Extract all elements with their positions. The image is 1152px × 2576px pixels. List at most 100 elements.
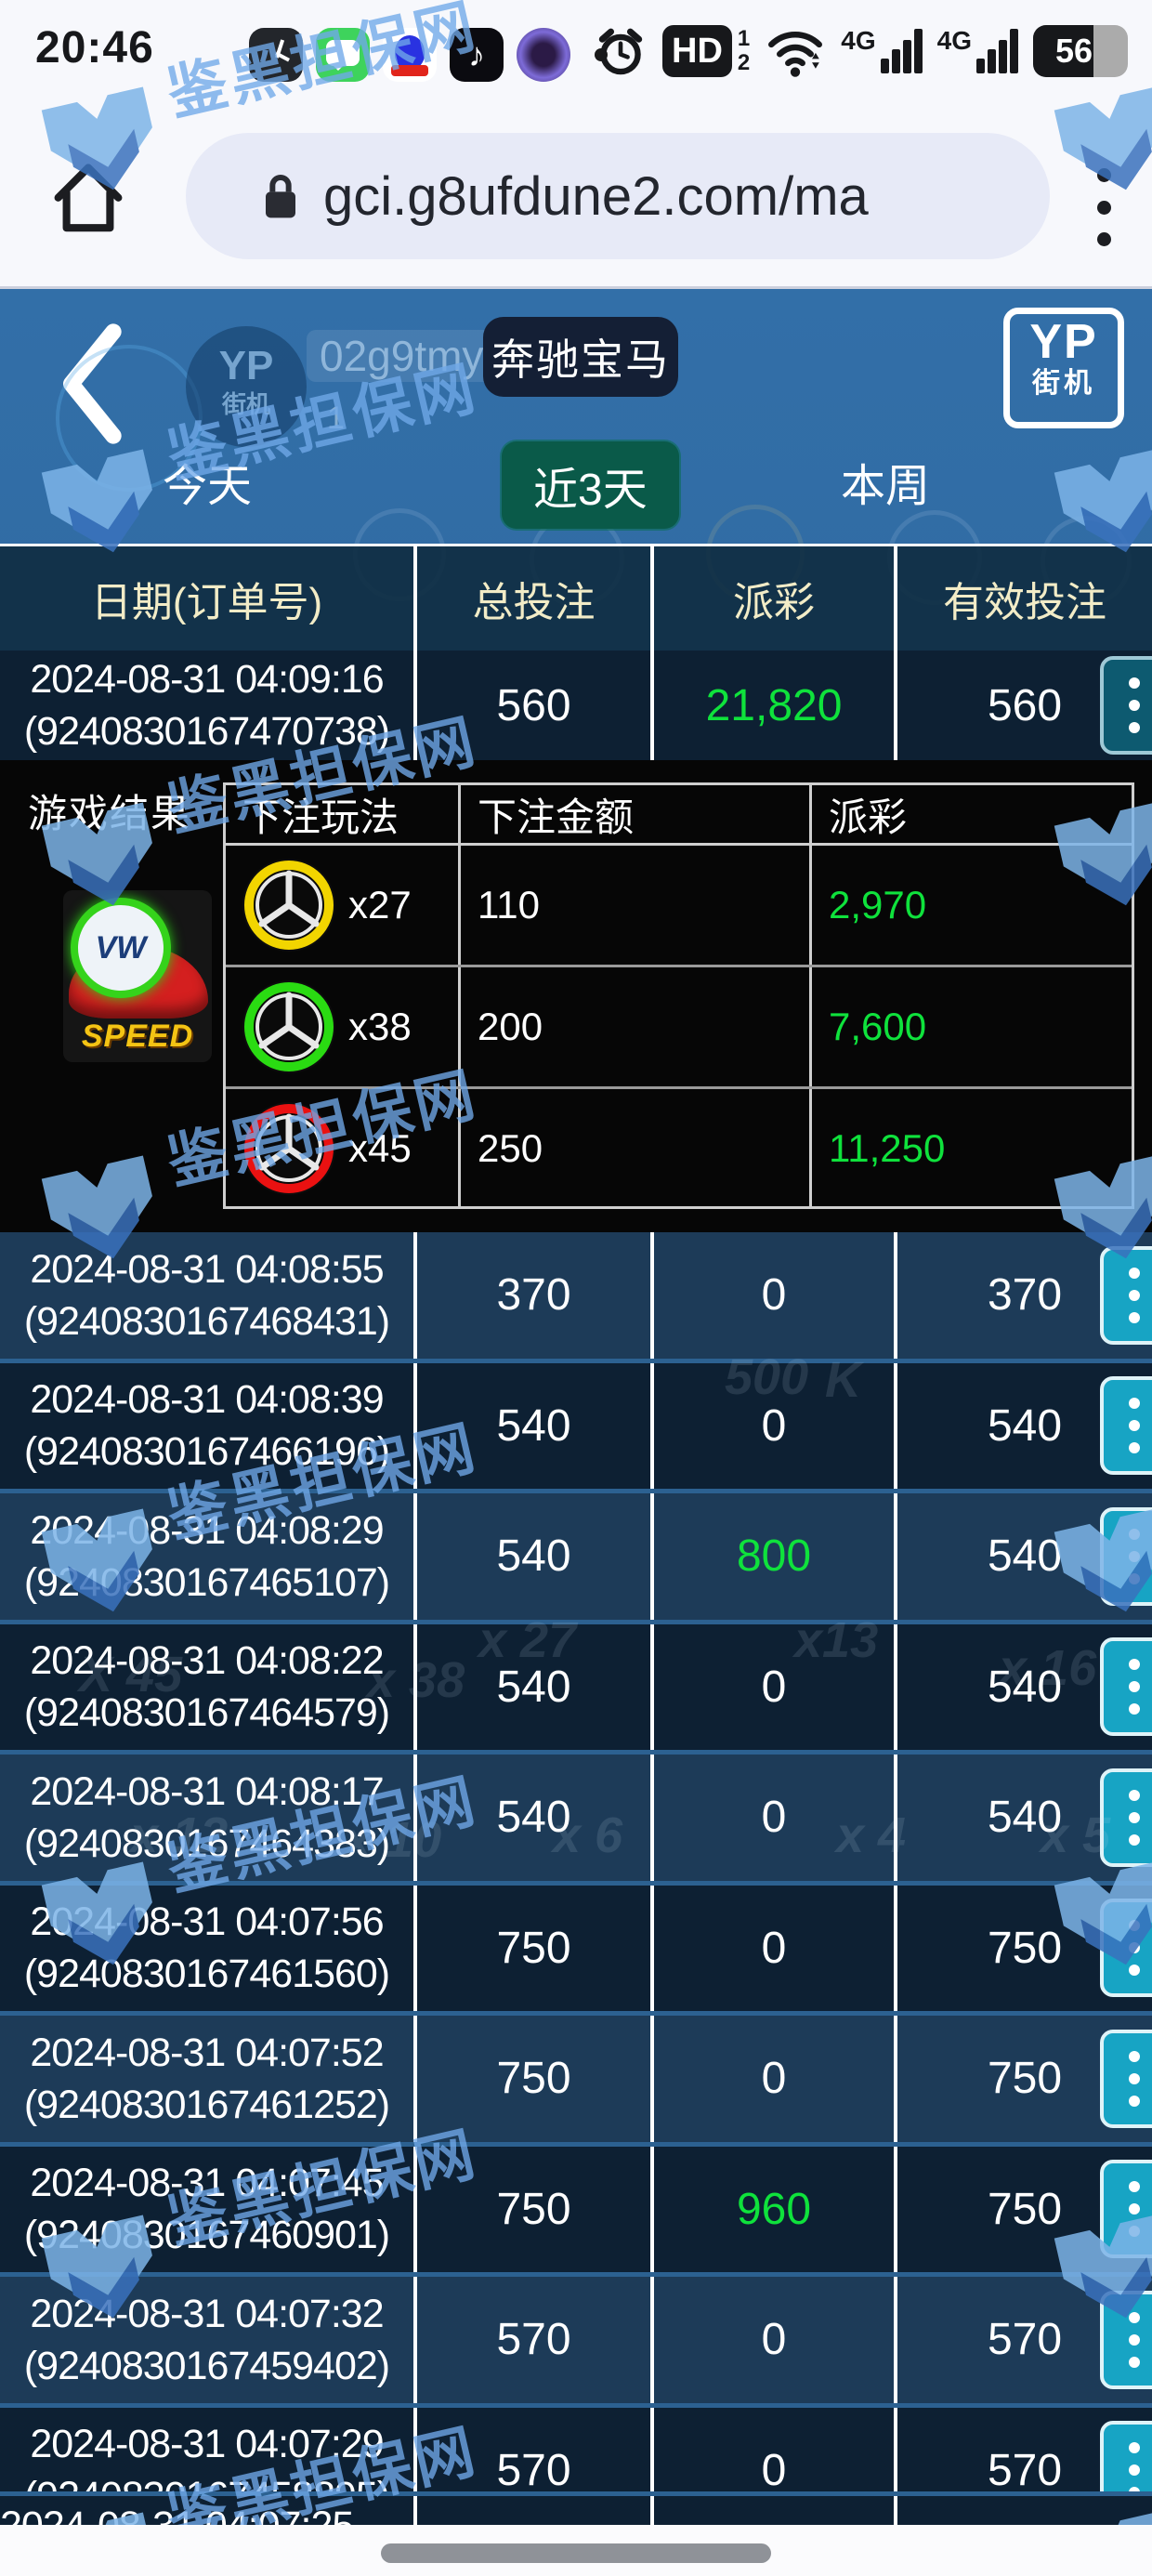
bet-payout: 7,600 xyxy=(809,967,1132,1086)
row-actions-button[interactable] xyxy=(1100,2290,1152,2389)
bet-column-amount: 下注金额 xyxy=(458,785,809,843)
row-actions-button[interactable] xyxy=(1100,1506,1152,1606)
column-header-valid-bet: 有效投注 xyxy=(894,546,1152,651)
tab-today[interactable]: 今天 xyxy=(163,462,253,511)
column-header-date: 日期(订单号) xyxy=(90,580,323,625)
benz-logo-icon xyxy=(242,859,335,952)
table-row[interactable]: 2024-08-31 04:08:22 (9240830167464579) 5… xyxy=(0,1619,1152,1750)
bet-detail-header: 下注玩法 下注金额 派彩 xyxy=(226,785,1132,846)
row-datetime: 2024-08-31 04:08:29 xyxy=(30,1507,384,1553)
user-avatar: YP 街机 xyxy=(186,326,307,447)
row-total-bet: 750 xyxy=(413,2146,650,2272)
row-payout: 0 xyxy=(650,1623,894,1750)
table-row[interactable]: 2024-08-31 04:08:39 (9240830167466196) 5… xyxy=(0,1358,1152,1489)
tab-last-3-days[interactable]: 近3天 xyxy=(502,441,679,529)
table-row[interactable]: 2024-08-31 04:07:52 (9240830167461252) 7… xyxy=(0,2011,1152,2142)
column-header-total-bet: 总投注 xyxy=(413,546,650,651)
bet-detail-table: 下注玩法 下注金额 派彩 x27 110 2,970 xyxy=(223,782,1134,1209)
row-valid-bet: 560 xyxy=(894,651,1152,760)
row-actions-button[interactable] xyxy=(1100,1899,1152,1998)
address-bar[interactable]: gci.g8ufdune2.com/ma xyxy=(186,133,1050,259)
row-payout: 21,820 xyxy=(650,651,894,760)
row-actions-button[interactable] xyxy=(1100,1768,1152,1867)
row-order-number: (9240830167464579) xyxy=(23,1690,390,1736)
row-valid-bet: 750 xyxy=(894,2146,1152,2272)
table-row[interactable]: 2024-08-31 04:07:32 (9240830167459402) 5… xyxy=(0,2272,1152,2403)
row-actions-button[interactable] xyxy=(1100,1637,1152,1737)
row-datetime: 2024-08-31 04:07:56 xyxy=(30,1899,384,1945)
betting-history-page: YP 街机 02g9tmyne 1 奔驰宝马 YP 街机 今天 近3天 本周 日… xyxy=(0,289,1152,2576)
row-actions-button[interactable] xyxy=(1100,656,1152,755)
row-total-bet: 570 xyxy=(413,2407,650,2533)
table-row[interactable]: 2024-08-31 04:07:45 (9240830167460901) 7… xyxy=(0,2141,1152,2272)
row-payout: 0 xyxy=(650,1885,894,2011)
row-payout: 800 xyxy=(650,1493,894,1620)
row-payout: 960 xyxy=(650,2146,894,2272)
row-total-bet: 370 xyxy=(413,1232,650,1359)
row-total-bet: 540 xyxy=(413,1362,650,1489)
lock-icon xyxy=(266,175,295,218)
bet-column-payout: 派彩 xyxy=(809,785,1132,843)
bet-detail-row: x27 110 2,970 xyxy=(226,846,1132,967)
tiktok-app-icon: ♪ xyxy=(450,28,504,82)
table-header: 日期(订单号) 总投注 派彩 有效投注 xyxy=(0,544,1152,653)
row-order-number: (9240830167466196) xyxy=(23,1429,390,1475)
row-valid-bet: 540 xyxy=(894,1362,1152,1489)
bet-amount: 200 xyxy=(458,967,809,1086)
browser-menu-button[interactable] xyxy=(1094,168,1113,246)
messages-app-icon xyxy=(316,28,370,82)
row-datetime: 2024-08-31 04:07:29 xyxy=(30,2422,384,2467)
table-row-partial[interactable]: 2024-08-31 04:07:25 xyxy=(0,2491,1152,2530)
home-button[interactable] xyxy=(46,151,130,241)
row-payout: 0 xyxy=(650,2016,894,2142)
table-row[interactable]: 2024-08-31 04:08:17 (9240830167464383) 5… xyxy=(0,1750,1152,1881)
row-valid-bet: 570 xyxy=(894,2407,1152,2533)
column-header-payout: 派彩 xyxy=(650,546,894,651)
battery-indicator: 56 xyxy=(1033,25,1128,77)
speed-label: SPEED xyxy=(81,1019,194,1054)
browser-toolbar: gci.g8ufdune2.com/ma 4 xyxy=(0,107,1152,289)
table-row[interactable]: 2024-08-31 04:09:16 (9240830167470738) 5… xyxy=(0,651,1152,760)
bet-amount: 250 xyxy=(458,1089,809,1208)
user-count-label: 1 xyxy=(327,401,345,436)
game-result-label: 游戏结果 xyxy=(28,792,192,835)
yp-arcade-logo: YP 街机 xyxy=(1003,308,1124,428)
row-datetime: 2024-08-31 04:07:52 xyxy=(30,2030,384,2075)
baidu-app-icon xyxy=(383,28,437,82)
row-actions-button[interactable] xyxy=(1100,2160,1152,2259)
row-datetime: 2024-08-31 04:09:16 xyxy=(30,657,384,702)
row-order-number: (9240830167461252) xyxy=(23,2082,390,2127)
bet-payout: 2,970 xyxy=(809,846,1132,965)
row-actions-button[interactable] xyxy=(1100,1376,1152,1476)
bet-detail-row: x45 250 11,250 xyxy=(226,1089,1132,1208)
row-datetime: 2024-08-31 04:08:39 xyxy=(30,1377,384,1423)
row-actions-button[interactable] xyxy=(1100,2029,1152,2128)
row-total-bet: 750 xyxy=(413,1885,650,2011)
table-row[interactable]: 2024-08-31 04:08:55 (9240830167468431) 3… xyxy=(0,1232,1152,1359)
bet-column-playtype: 下注玩法 xyxy=(242,795,399,839)
notification-icons: ♪ xyxy=(249,28,608,82)
benz-logo-icon xyxy=(242,980,335,1073)
gesture-handle[interactable] xyxy=(381,2543,771,2563)
table-row[interactable]: 2024-08-31 04:08:29 (9240830167465107) 5… xyxy=(0,1489,1152,1620)
row-total-bet: 540 xyxy=(413,1755,650,1881)
row-payout: 0 xyxy=(650,1232,894,1359)
system-navigation-bar xyxy=(0,2525,1152,2576)
benz-logo-icon xyxy=(242,1102,335,1195)
row-order-number: (9240830167468431) xyxy=(23,1298,390,1344)
row-datetime: 2024-08-31 04:07:45 xyxy=(30,2161,384,2206)
row-total-bet: 570 xyxy=(413,2277,650,2403)
row-valid-bet: 540 xyxy=(894,1493,1152,1620)
table-row[interactable]: 2024-08-31 04:07:56 (9240830167461560) 7… xyxy=(0,1880,1152,2011)
alarm-icon xyxy=(598,28,643,75)
page-title: 奔驰宝马 xyxy=(483,317,678,397)
tab-this-week[interactable]: 本周 xyxy=(841,462,931,511)
row-actions-button[interactable] xyxy=(1100,1245,1152,1345)
bet-detail-row: x38 200 7,600 xyxy=(226,967,1132,1089)
url-text: gci.g8ufdune2.com/ma xyxy=(323,165,869,227)
row-payout: 0 xyxy=(650,2277,894,2403)
row-datetime: 2024-08-31 04:07:32 xyxy=(30,2291,384,2336)
row-payout: 0 xyxy=(650,1755,894,1881)
row-payout: 0 xyxy=(650,1362,894,1489)
